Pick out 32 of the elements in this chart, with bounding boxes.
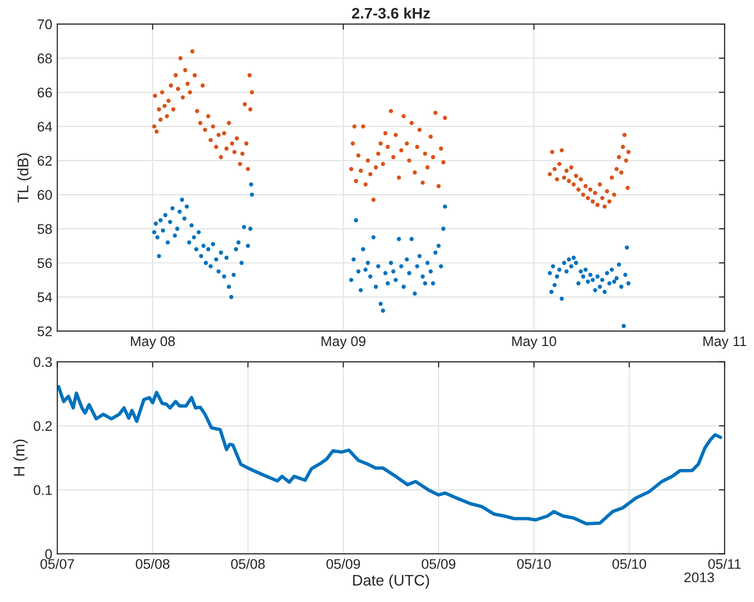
y-tick-label: 70 bbox=[38, 19, 52, 30]
x-tick-label: May 08 bbox=[131, 336, 175, 349]
y-tick-label: 60 bbox=[38, 190, 52, 200]
line-series bbox=[57, 385, 722, 526]
y-tick-label: 56 bbox=[38, 258, 52, 268]
x-tick-label: 05/08 bbox=[231, 558, 265, 569]
chart-title: 2.7-3.6 kHz bbox=[352, 7, 430, 19]
x-tick-label: 05/10 bbox=[612, 558, 646, 569]
x-tick-label: 05/11 bbox=[708, 558, 741, 569]
x-tick-label: 05/08 bbox=[136, 558, 170, 569]
x-tick-label: May 10 bbox=[512, 336, 556, 349]
y-axis-title: H (m) bbox=[13, 440, 28, 476]
x-tick-label: May 09 bbox=[322, 336, 366, 349]
x-tick-label: 05/07 bbox=[40, 558, 74, 569]
y-tick-label: 0.3 bbox=[34, 357, 52, 367]
x-tick-label: 05/09 bbox=[422, 558, 456, 569]
y-axis-title: TL (dB) bbox=[17, 153, 32, 202]
text: 2013 bbox=[684, 572, 714, 582]
y-tick-label: 52 bbox=[38, 326, 52, 336]
x-axis-title: Date (UTC) bbox=[353, 574, 430, 589]
y-tick-label: 64 bbox=[38, 122, 52, 132]
x-tick-label: May 11 bbox=[703, 336, 746, 349]
y-tick-label: 54 bbox=[38, 292, 52, 302]
y-tick-label: 0 bbox=[45, 549, 52, 560]
y-tick-label: 62 bbox=[38, 156, 52, 166]
y-tick-label: 0.2 bbox=[34, 421, 52, 431]
y-tick-label: 58 bbox=[38, 224, 52, 234]
x-tick-label: 05/10 bbox=[517, 558, 551, 569]
y-tick-label: 0.1 bbox=[34, 485, 52, 495]
x-tick-label: 05/09 bbox=[326, 558, 360, 569]
y-tick-label: 66 bbox=[38, 88, 52, 98]
y-tick-label: 68 bbox=[38, 54, 52, 64]
